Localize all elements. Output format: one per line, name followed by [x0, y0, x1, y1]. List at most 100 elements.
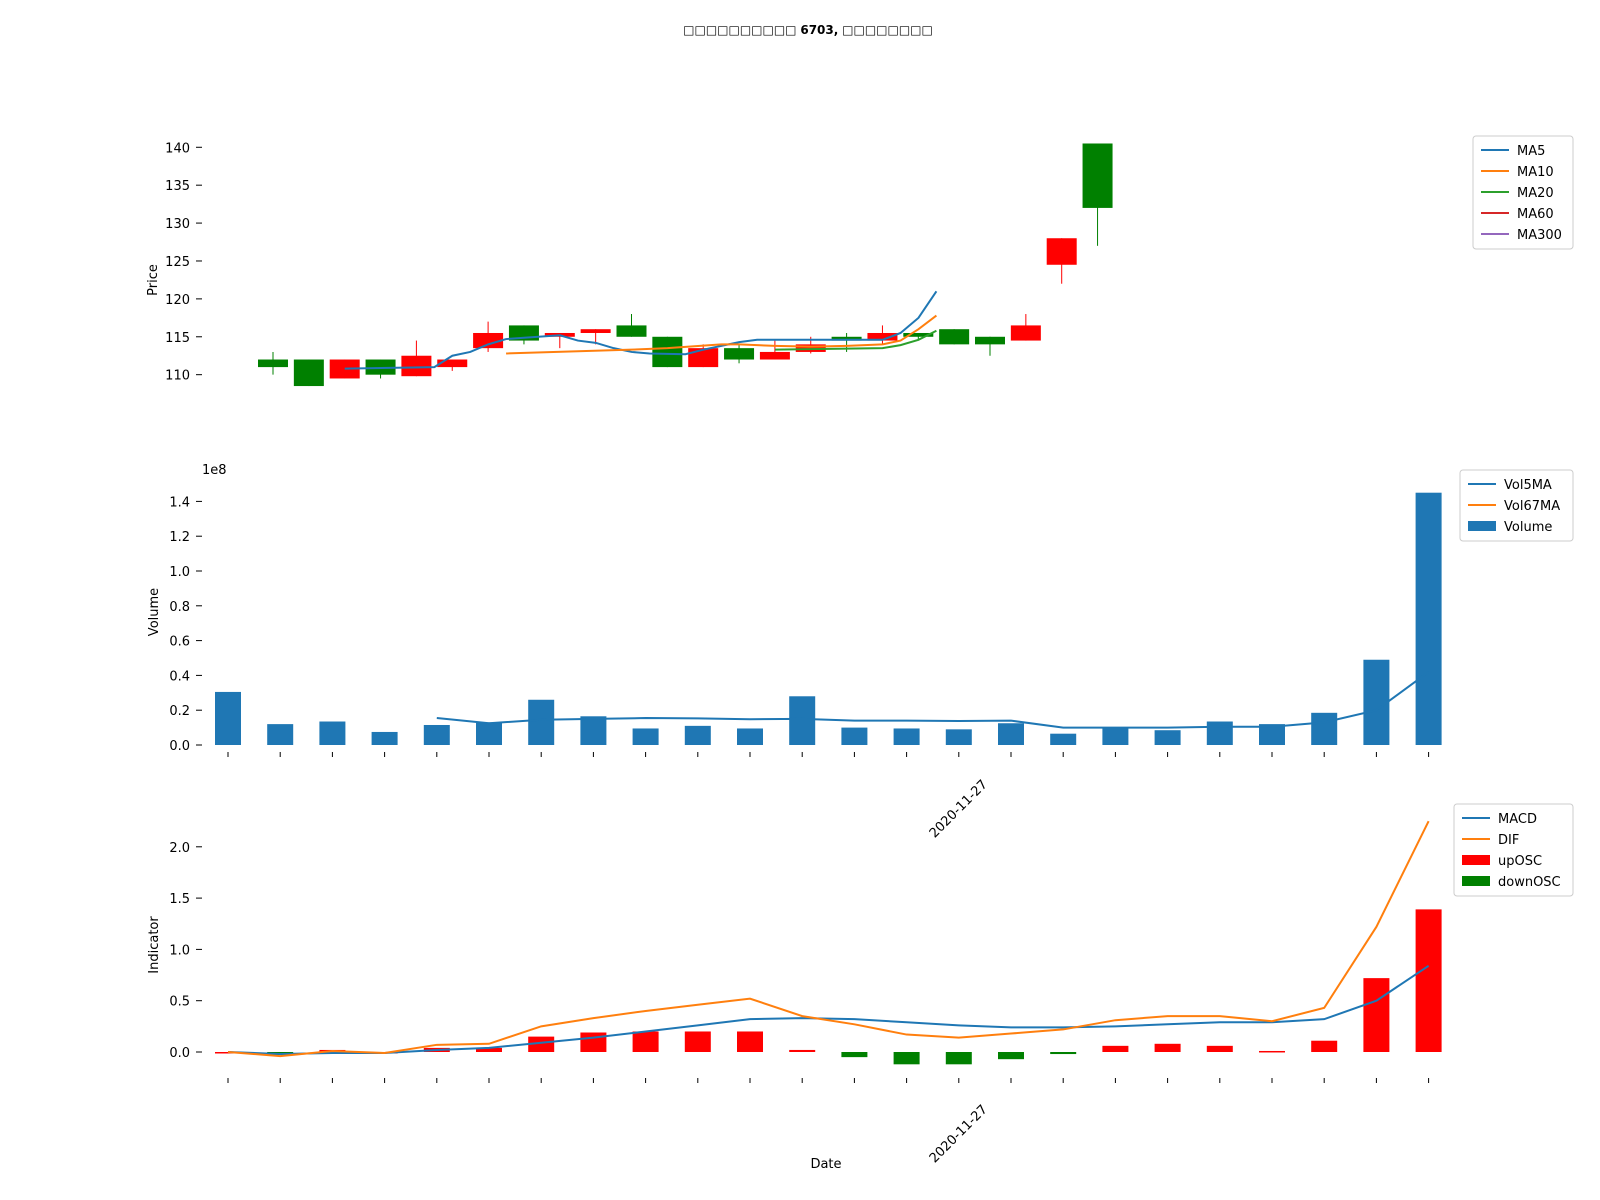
candle-body: [580, 329, 611, 333]
price-axis-label: Price: [146, 264, 161, 296]
candle-body: [903, 332, 934, 337]
title-suffix: □□□□□□□□: [842, 23, 933, 37]
downosc-bar: [893, 1052, 920, 1065]
price-ytick-label: 115: [165, 331, 190, 346]
volume-bar: [893, 728, 920, 745]
uposc-bar: [580, 1032, 607, 1052]
legend-label-ma10: MA10: [1517, 165, 1554, 180]
indicator-ytick-label: 1.0: [169, 943, 190, 958]
candle-body: [616, 325, 647, 337]
uposc-bar: [1154, 1043, 1181, 1052]
price-line-ma5: [344, 290, 938, 370]
volume-ytick-label: 0.0: [169, 739, 190, 754]
volume-ytick-label: 1.2: [169, 530, 190, 545]
price-ytick-label: 125: [165, 255, 190, 270]
candle-body: [867, 332, 898, 341]
uposc-bar: [1102, 1045, 1129, 1052]
uposc-bar: [528, 1036, 555, 1052]
legend-swatch-downosc: [1462, 876, 1490, 886]
indicator-xaxis-label: Date: [810, 1157, 841, 1172]
legend-label-downosc: downOSC: [1498, 875, 1561, 890]
volume-axis-label: Volume: [147, 588, 162, 636]
volume-ytick-label: 0.4: [169, 669, 190, 684]
volume-ytick-label: 1.0: [169, 565, 190, 580]
volume-bar: [684, 725, 711, 745]
volume-bar: [215, 691, 241, 745]
candle-body: [473, 332, 504, 349]
volume-ytick-label: 1.4: [169, 495, 190, 510]
candle-body: [831, 336, 862, 341]
title-code: 6703,: [800, 23, 838, 37]
volume-xtick-label: 2020-11-27: [927, 777, 991, 841]
indicator-xtick-label: 2020-11-27: [927, 1102, 991, 1166]
uposc-bar: [476, 1047, 502, 1052]
volume-bar: [476, 722, 502, 745]
price-ytick-label: 130: [165, 217, 190, 232]
downosc-bar: [998, 1052, 1024, 1060]
legend-label-dif: DIF: [1498, 833, 1519, 848]
price-panel: 110 115 120 125 130 135 140 Price MA5 MA10 MA20 MA6…: [146, 135, 1574, 387]
legend-label-vol5ma: Vol5MA: [1504, 478, 1552, 493]
volume-bar: [267, 724, 294, 745]
volume-bar: [1050, 733, 1077, 745]
candle-body: [1082, 143, 1113, 208]
indicator-ytick-label: 0.0: [169, 1046, 190, 1061]
volume-bar: [423, 724, 450, 745]
volume-bar: [580, 716, 607, 745]
volume-bar: [1363, 659, 1390, 745]
volume-ytick-label: 0.8: [169, 600, 190, 615]
downosc-bar: [945, 1052, 972, 1065]
legend-label-vol67ma: Vol67MA: [1504, 499, 1560, 514]
downosc-bar: [1050, 1052, 1077, 1055]
candle-body: [652, 336, 683, 368]
price-ytick-label: 120: [165, 293, 190, 308]
downosc-bar: [841, 1052, 868, 1058]
legend-swatch-volume: [1468, 521, 1496, 531]
candle-body: [258, 359, 288, 368]
price-ytick-label: 140: [165, 141, 190, 156]
indicator-ytick-label: 0.5: [169, 995, 190, 1010]
volume-bar: [1415, 492, 1442, 745]
uposc-bar: [1259, 1050, 1285, 1053]
uposc-bar: [1363, 978, 1390, 1052]
candle-body: [437, 359, 468, 368]
uposc-bar: [789, 1049, 816, 1052]
volume-bar: [998, 723, 1024, 745]
volume-scale-label: 1e8: [202, 463, 227, 478]
volume-bar: [1206, 721, 1233, 745]
volume-bar: [371, 731, 398, 745]
volume-bar: [1259, 724, 1285, 745]
uposc-bar: [1415, 909, 1442, 1052]
candle-body: [939, 329, 970, 345]
legend-box: [1472, 135, 1574, 250]
candle-body: [724, 348, 755, 360]
legend-swatch-uposc: [1462, 855, 1490, 865]
indicator-line-macd: [227, 964, 1430, 1056]
candle-body: [1046, 238, 1077, 265]
volume-bar: [1311, 712, 1338, 745]
indicator-ytick-label: 2.0: [169, 841, 190, 856]
candle-body: [401, 355, 432, 377]
candle-body: [293, 359, 324, 387]
legend-label-ma300: MA300: [1517, 228, 1562, 243]
price-ytick-label: 110: [165, 369, 190, 384]
volume-ytick-label: 0.2: [169, 704, 190, 719]
legend-label-ma60: MA60: [1517, 207, 1554, 222]
volume-bar: [528, 699, 555, 745]
uposc-bar: [684, 1031, 711, 1052]
volume-panel: 0.0 0.2 0.4 0.6 0.8 1.0 1.2 1.4 1e8 Volume 2020-11…: [147, 463, 1574, 841]
price-line-ma20: [775, 329, 937, 351]
volume-ytick-label: 0.6: [169, 635, 190, 650]
candle-body: [1010, 325, 1041, 341]
legend-label-ma5: MA5: [1517, 144, 1545, 159]
indicator-ytick-label: 1.5: [169, 892, 190, 907]
legend-label-volume: Volume: [1504, 520, 1552, 535]
volume-line-vol5ma: [436, 671, 1430, 729]
price-ytick-label: 135: [165, 179, 190, 194]
chart-title: □□□□□□□□□□ 6703, □□□□□□□□: [683, 23, 933, 37]
volume-bar: [841, 727, 868, 745]
uposc-bar: [1206, 1045, 1233, 1052]
indicator-line-dif: [227, 820, 1430, 1058]
volume-bar: [1102, 727, 1129, 745]
legend-label-macd: MACD: [1498, 812, 1537, 827]
